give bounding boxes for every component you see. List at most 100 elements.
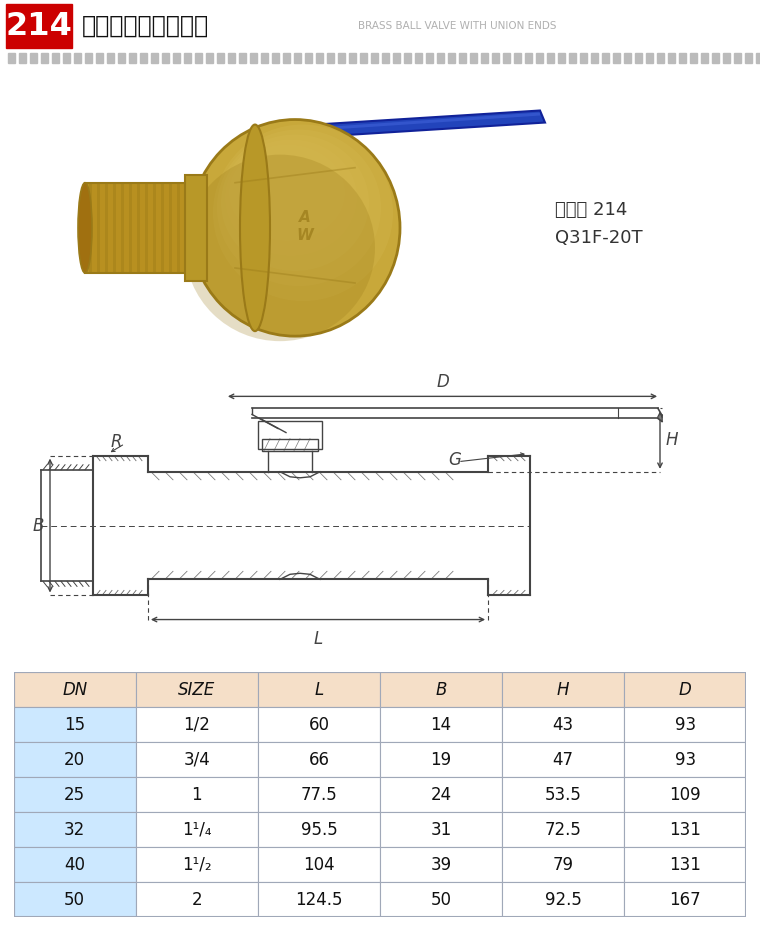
Bar [734, 52, 741, 64]
Bar [294, 52, 301, 64]
Bar [136, 883, 258, 917]
Bar [646, 52, 653, 64]
Text: 14: 14 [430, 716, 451, 734]
Text: Q31F-20T: Q31F-20T [555, 229, 643, 247]
Text: 79: 79 [553, 856, 574, 873]
Bar [136, 707, 258, 743]
Bar [258, 847, 380, 883]
Bar [502, 847, 624, 883]
Bar [228, 52, 235, 64]
Ellipse shape [213, 124, 393, 301]
Text: 2: 2 [192, 891, 202, 909]
Text: W: W [296, 229, 313, 244]
Bar [459, 52, 466, 64]
Bar [624, 847, 746, 883]
Text: SIZE: SIZE [178, 681, 216, 699]
Bar [262, 439, 318, 450]
Bar [14, 777, 136, 813]
Bar [371, 52, 378, 64]
Bar [261, 52, 268, 64]
Bar [380, 743, 502, 777]
Text: 214: 214 [5, 10, 72, 42]
Text: 20: 20 [64, 751, 85, 769]
Bar [624, 883, 746, 917]
Text: 124.5: 124.5 [295, 891, 343, 909]
Bar [635, 52, 642, 64]
Text: D: D [436, 374, 449, 391]
Bar [14, 847, 136, 883]
Bar [19, 52, 26, 64]
Bar [380, 707, 502, 743]
Bar [239, 52, 246, 64]
Bar [338, 52, 345, 64]
Bar [258, 421, 322, 448]
Bar [63, 52, 70, 64]
Ellipse shape [78, 183, 92, 273]
Text: H: H [557, 681, 569, 699]
Bar [624, 777, 746, 813]
Bar [380, 777, 502, 813]
Polygon shape [265, 141, 275, 161]
Bar [258, 883, 380, 917]
Text: 47: 47 [553, 751, 574, 769]
Bar [502, 883, 624, 917]
Bar [250, 52, 257, 64]
Bar [107, 52, 114, 64]
Bar [89, 183, 92, 273]
Polygon shape [258, 162, 308, 179]
Text: 15: 15 [64, 716, 85, 734]
Text: 50: 50 [65, 891, 85, 909]
Bar [283, 52, 290, 64]
Bar [145, 183, 148, 273]
Bar [52, 52, 59, 64]
Ellipse shape [221, 134, 369, 271]
Bar [502, 777, 624, 813]
Bar [272, 52, 279, 64]
Bar [162, 52, 169, 64]
Bar [624, 813, 746, 847]
Bar [382, 52, 389, 64]
Bar [264, 139, 294, 160]
Text: 95.5: 95.5 [300, 821, 337, 839]
Text: 109: 109 [670, 785, 701, 804]
Bar [153, 183, 156, 273]
Bar [14, 813, 136, 847]
Bar [569, 52, 576, 64]
Bar [195, 52, 202, 64]
Bar [118, 52, 125, 64]
Text: H: H [666, 432, 678, 449]
Bar [426, 52, 433, 64]
Bar [14, 672, 136, 707]
Text: 104: 104 [303, 856, 334, 873]
Bar [415, 52, 422, 64]
Text: BRASS BALL VALVE WITH UNION ENDS: BRASS BALL VALVE WITH UNION ENDS [358, 21, 556, 31]
Bar [316, 52, 323, 64]
Bar [305, 52, 312, 64]
Text: 43: 43 [553, 716, 574, 734]
Bar [41, 52, 48, 64]
Text: 53.5: 53.5 [545, 785, 581, 804]
Text: R: R [110, 432, 122, 450]
Text: 92.5: 92.5 [545, 891, 581, 909]
Bar [502, 743, 624, 777]
Bar [547, 52, 554, 64]
Bar [258, 672, 380, 707]
Bar [8, 52, 15, 64]
Bar [169, 183, 172, 273]
Ellipse shape [240, 124, 270, 332]
Bar [206, 52, 213, 64]
Bar [591, 52, 598, 64]
Ellipse shape [190, 120, 400, 336]
Ellipse shape [185, 155, 375, 341]
Bar [690, 52, 697, 64]
Text: 93: 93 [675, 751, 696, 769]
Bar [502, 813, 624, 847]
Bar [723, 52, 730, 64]
Polygon shape [271, 112, 540, 134]
Bar [161, 183, 164, 273]
Bar [129, 183, 132, 273]
Text: 3/4: 3/4 [183, 751, 211, 769]
Bar [258, 777, 380, 813]
Text: 32: 32 [64, 821, 85, 839]
Text: 40: 40 [65, 856, 85, 873]
